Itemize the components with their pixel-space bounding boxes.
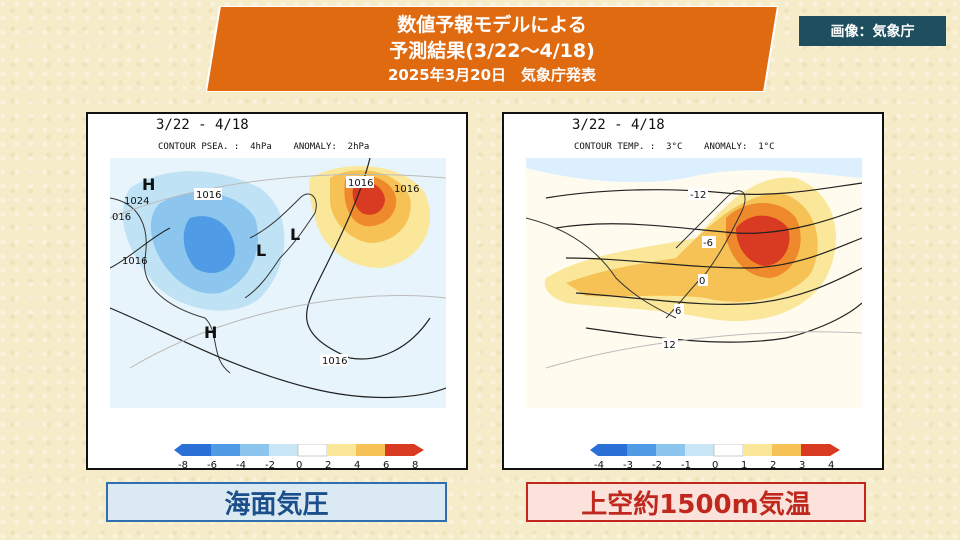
isobar-label: 1016 <box>322 356 347 367</box>
colorbar-tick: -1 <box>681 460 691 470</box>
colorbar-tick: 2 <box>325 460 331 470</box>
sea-level-pressure-map-panel: 3/22 - 4/18 CONTOUR PSEA. : 4hPa ANOMALY… <box>86 112 468 470</box>
coastline <box>110 197 231 374</box>
colorbar-tick: -3 <box>623 460 633 470</box>
label-bg <box>702 236 716 248</box>
colorbar-segment <box>801 444 830 456</box>
colorbar-segment <box>772 444 801 456</box>
isobar-label: 1016 <box>348 178 373 189</box>
isobar-label: 016 <box>112 212 131 223</box>
temperature-colorbar: -4 -3 -2 -1 0 1 2 3 4 <box>590 444 840 470</box>
colorbar-segment <box>327 444 356 456</box>
isobar-line <box>110 307 446 399</box>
low-pressure-marker: L <box>290 225 300 244</box>
contour-info-label: CONTOUR TEMP. : 3°C ANOMALY: 1°C <box>574 142 775 152</box>
latitude-line <box>110 173 446 219</box>
isotherm-line <box>575 267 862 305</box>
colorbar-segments <box>598 444 830 457</box>
pressure-colorbar: -8 -6 -4 -2 0 2 4 6 8 <box>174 444 424 470</box>
colorbar-segment <box>297 444 328 457</box>
colorbar-tick: 8 <box>412 460 418 470</box>
image-credit-badge: 画像：気象庁 <box>799 16 946 46</box>
colorbar-tick: -2 <box>652 460 662 470</box>
isobar-line <box>110 227 171 269</box>
colorbar-segment <box>685 444 714 456</box>
colorbar-arrow-left <box>174 444 182 456</box>
japan-coastline <box>665 190 746 319</box>
isotherm-line <box>565 237 862 269</box>
isotherm-label: 6 <box>675 306 681 317</box>
temperature-anomaly-map: -12 -6 0 6 12 <box>526 158 862 408</box>
colorbar-tick: -8 <box>178 460 188 470</box>
colorbar-segment <box>269 444 298 456</box>
isobar-line <box>306 158 431 360</box>
colorbar-arrow-right <box>414 444 424 456</box>
colorbar-tick: 2 <box>770 460 776 470</box>
isobar-label: 1016 <box>122 256 147 267</box>
colorbar-segment <box>356 444 385 456</box>
colorbar-arrow-left <box>590 444 598 456</box>
colorbar-tick: 1 <box>741 460 747 470</box>
isotherm-label: -6 <box>703 238 713 249</box>
label-bg <box>346 176 374 188</box>
high-pressure-marker: H <box>204 323 217 342</box>
label-bg <box>674 304 684 316</box>
colorbar-segment <box>627 444 656 456</box>
colorbar-segment <box>598 444 627 456</box>
colorbar-segment <box>240 444 269 456</box>
japan-coastline <box>244 193 317 299</box>
colorbar-segment <box>182 444 211 456</box>
isotherm-line <box>545 182 862 199</box>
colorbar-tick: -2 <box>265 460 275 470</box>
colorbar-arrow-right <box>830 444 840 456</box>
banner-date-line: 2025年3月20日 気象庁発表 <box>387 66 597 84</box>
colorbar-segment <box>656 444 685 456</box>
colorbar-segment <box>713 444 744 457</box>
colorbar-tick: 0 <box>296 460 302 470</box>
colorbar-segments <box>182 444 414 457</box>
colorbar-tick: 4 <box>828 460 834 470</box>
colorbar-tick: 4 <box>354 460 360 470</box>
date-range-label: 3/22 - 4/18 <box>572 117 665 133</box>
label-bg <box>320 354 348 366</box>
latitude-line <box>545 331 862 369</box>
colorbar-tick: 0 <box>712 460 718 470</box>
isobar-label: 1016 <box>196 190 221 201</box>
title-banner: 数値予報モデルによる 予測結果(3/22～4/18) 2025年3月20日 気象… <box>206 6 778 92</box>
positive-anomaly-4 <box>736 215 790 266</box>
banner-title-line2: 予測結果(3/22～4/18) <box>389 40 595 62</box>
upper-air-temperature-map-panel: 3/22 - 4/18 CONTOUR TEMP. : 3°C ANOMALY:… <box>502 112 884 470</box>
label-bg <box>194 188 222 200</box>
isotherm-line <box>555 207 862 234</box>
colorbar-tick: -4 <box>594 460 604 470</box>
isobar-label: 1016 <box>394 184 419 195</box>
isobar-label: 1024 <box>124 196 149 207</box>
colorbar-tick: 3 <box>799 460 805 470</box>
banner-shape <box>206 6 778 92</box>
latitude-line <box>129 295 446 369</box>
label-bg <box>662 338 678 350</box>
isotherm-line <box>585 302 862 343</box>
isotherm-label: 12 <box>663 340 676 351</box>
colorbar-segment <box>211 444 240 456</box>
low-pressure-marker: L <box>256 241 266 260</box>
cold-anomaly-region <box>526 158 862 183</box>
date-range-label: 3/22 - 4/18 <box>156 117 249 133</box>
colorbar-tick: -6 <box>207 460 217 470</box>
label-bg <box>688 188 708 200</box>
contour-info-label: CONTOUR PSEA. : 4hPa ANOMALY: 2hPa <box>158 142 370 152</box>
isotherm-label: 0 <box>699 276 705 287</box>
colorbar-segment <box>385 444 414 456</box>
pressure-anomaly-map: 1016 1024 016 1016 1016 1016 1016 H L L … <box>110 158 446 408</box>
banner-title-line1: 数値予報モデルによる <box>397 14 587 36</box>
isotherm-label: -12 <box>690 190 706 201</box>
colorbar-tick: 6 <box>383 460 389 470</box>
upper-air-temperature-caption: 上空約1500m気温 <box>526 482 866 522</box>
colorbar-segment <box>743 444 772 456</box>
label-bg <box>698 274 708 286</box>
negative-anomaly-6 <box>183 216 235 273</box>
sea-level-pressure-caption: 海面気圧 <box>106 482 447 522</box>
high-pressure-marker: H <box>142 175 155 194</box>
colorbar-tick: -4 <box>236 460 246 470</box>
